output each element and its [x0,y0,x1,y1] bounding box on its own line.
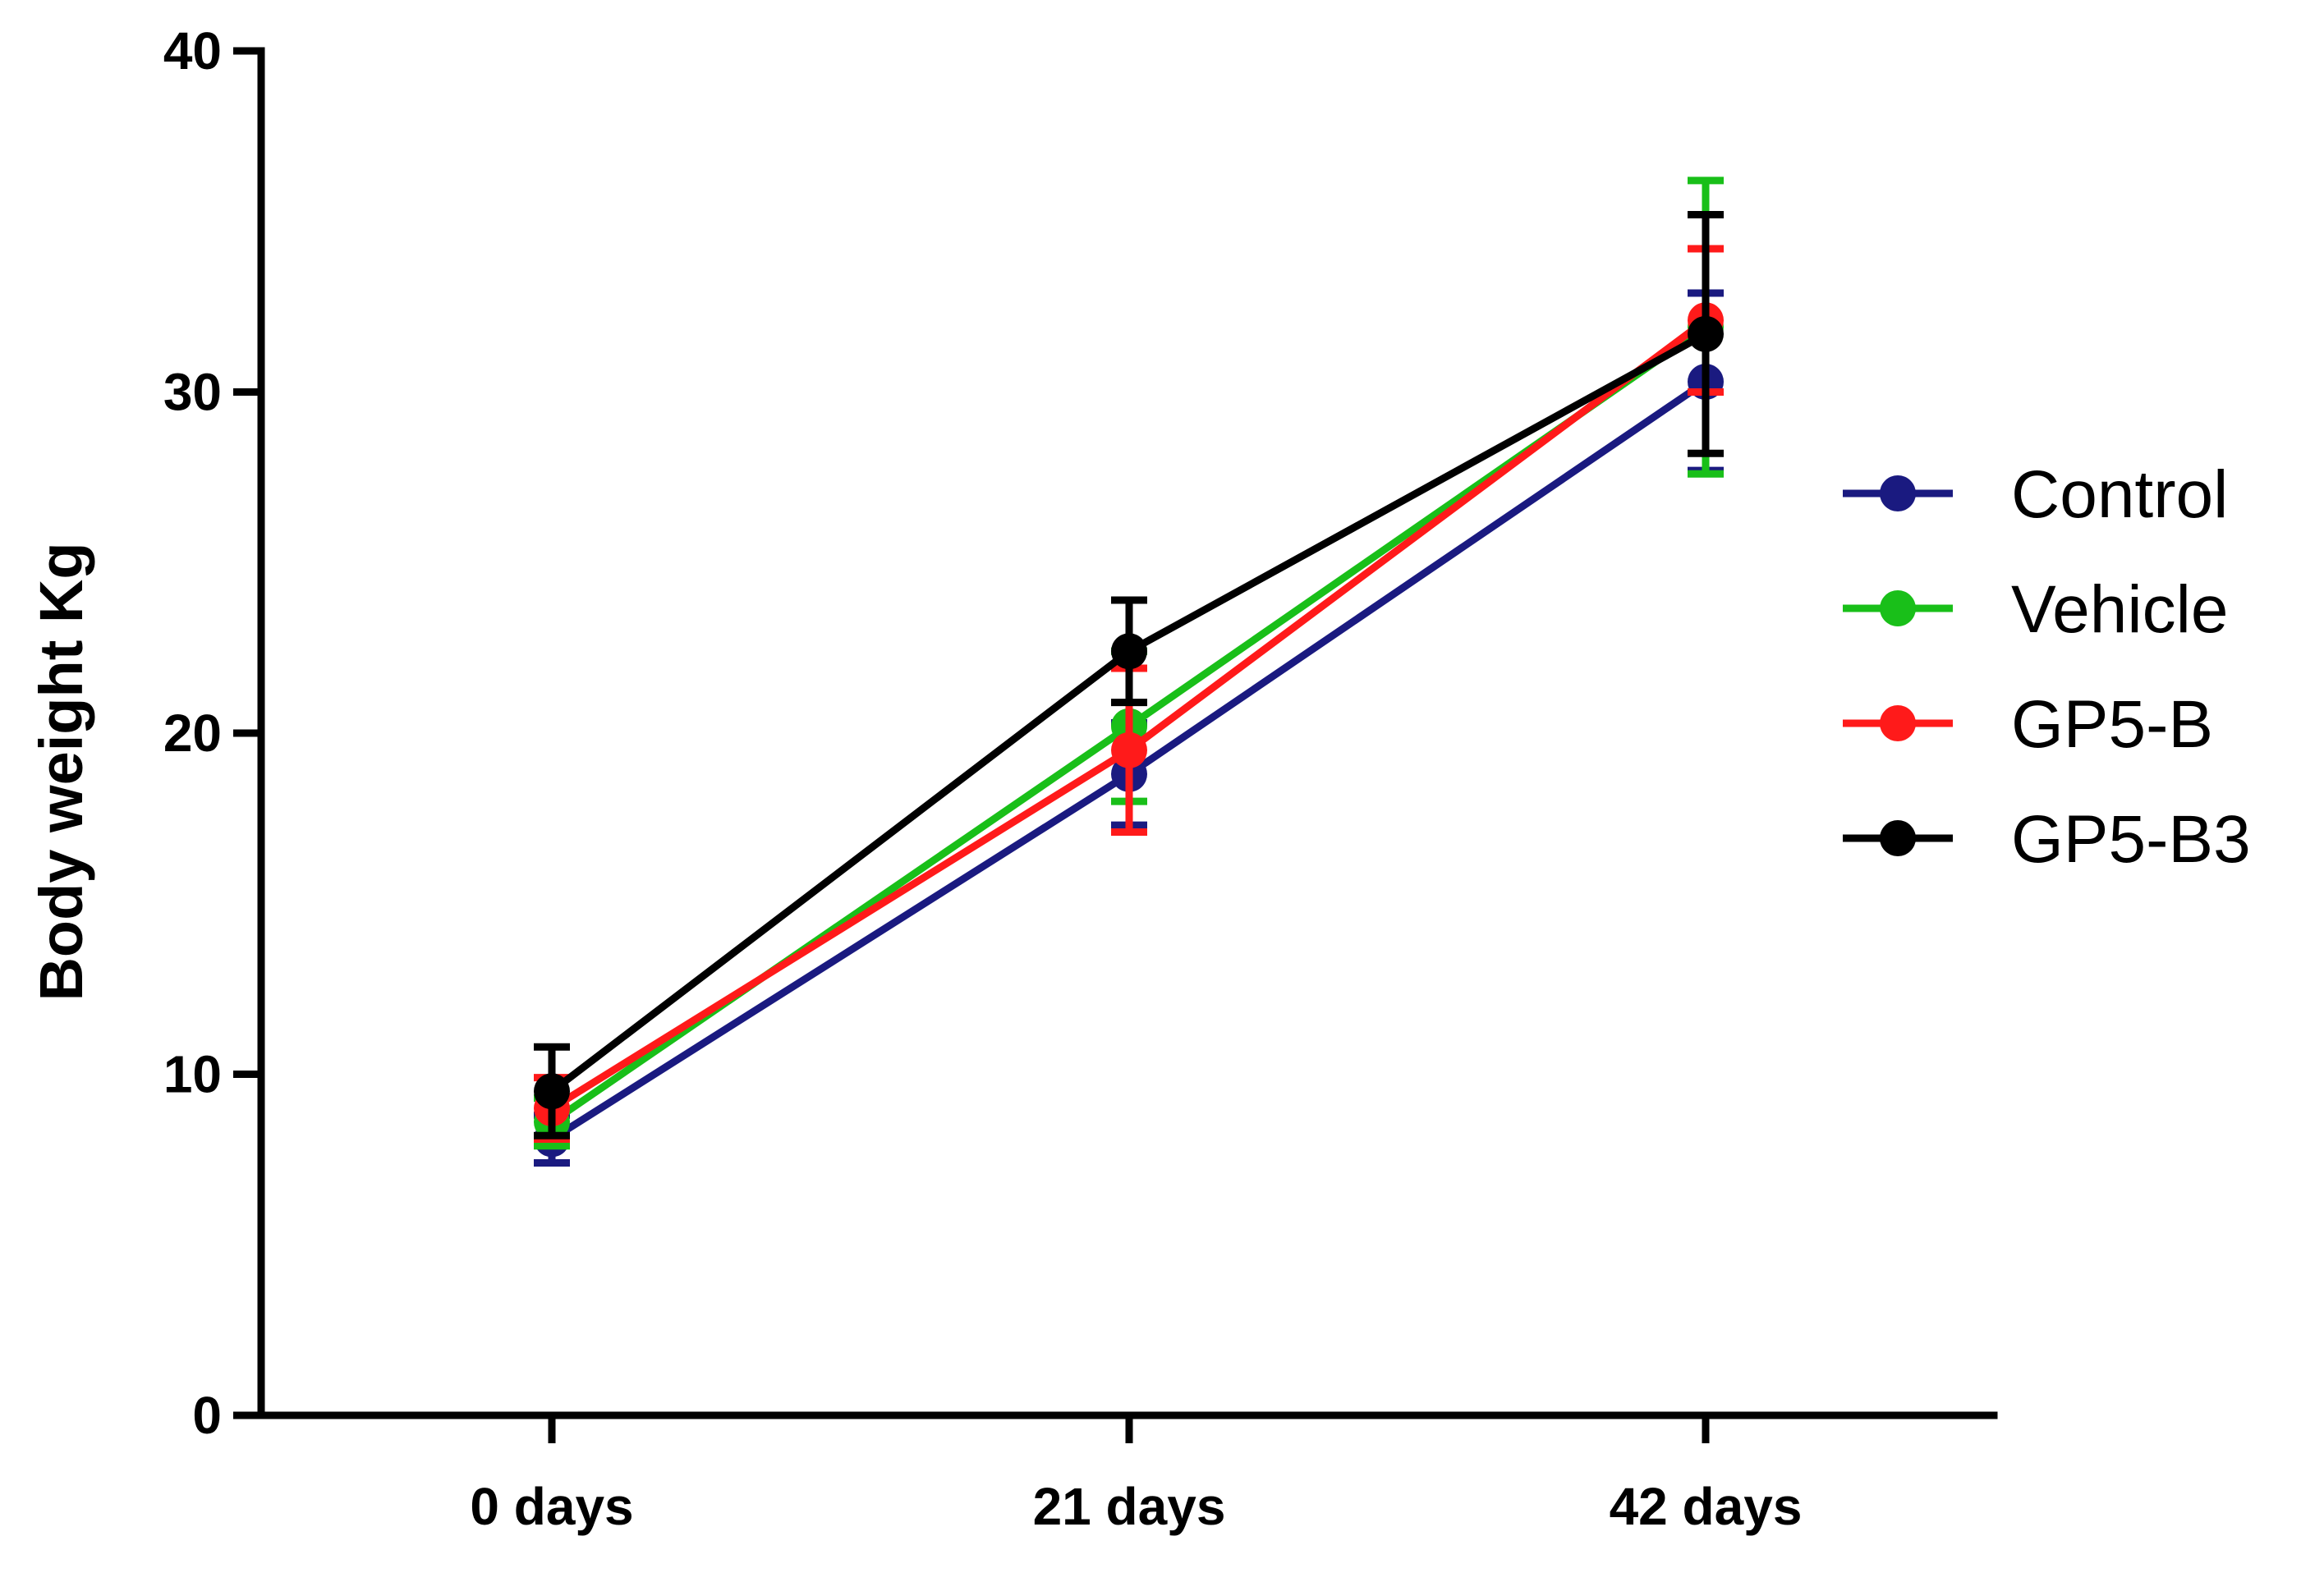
legend-label: Vehicle [2011,572,2228,647]
legend-label: GP5-B [2011,687,2213,762]
legend-swatch-marker [1880,590,1916,626]
x-tick-label: 42 days [1610,1477,1803,1536]
legend-item-control: Control [1843,457,2228,532]
legend-item-vehicle: Vehicle [1843,572,2228,647]
x-tick-label: 21 days [1033,1477,1226,1536]
data-point [1688,315,1724,352]
tick-labels: 0 10 20 30 40 0 days 21 days 42 days [163,21,1803,1536]
legend-label: Control [2011,457,2228,532]
legend-swatch-marker [1880,705,1916,741]
series-gp5-b3 [534,210,1724,1139]
y-axis-title: Body weight Kg [27,542,95,1001]
axes [233,47,1998,1443]
y-tick-label: 0 [192,1386,222,1445]
legend: Control Vehicle GP5-B GP5-B3 [1843,457,2251,877]
legend-swatch-marker [1880,475,1916,511]
legend-label: GP5-B3 [2011,802,2251,877]
y-tick-label: 40 [163,21,222,80]
legend-item-gp5-b3: GP5-B3 [1843,802,2251,877]
x-tick-label: 0 days [470,1477,633,1536]
y-tick-label: 10 [163,1045,222,1104]
series-layer [534,177,1724,1167]
data-point [534,1073,570,1110]
data-point [1111,731,1147,768]
legend-item-gp5-b: GP5-B [1843,687,2213,762]
data-point [1111,633,1147,670]
y-tick-label: 30 [163,363,222,422]
y-tick-label: 20 [163,704,222,763]
legend-swatch-marker [1880,820,1916,856]
